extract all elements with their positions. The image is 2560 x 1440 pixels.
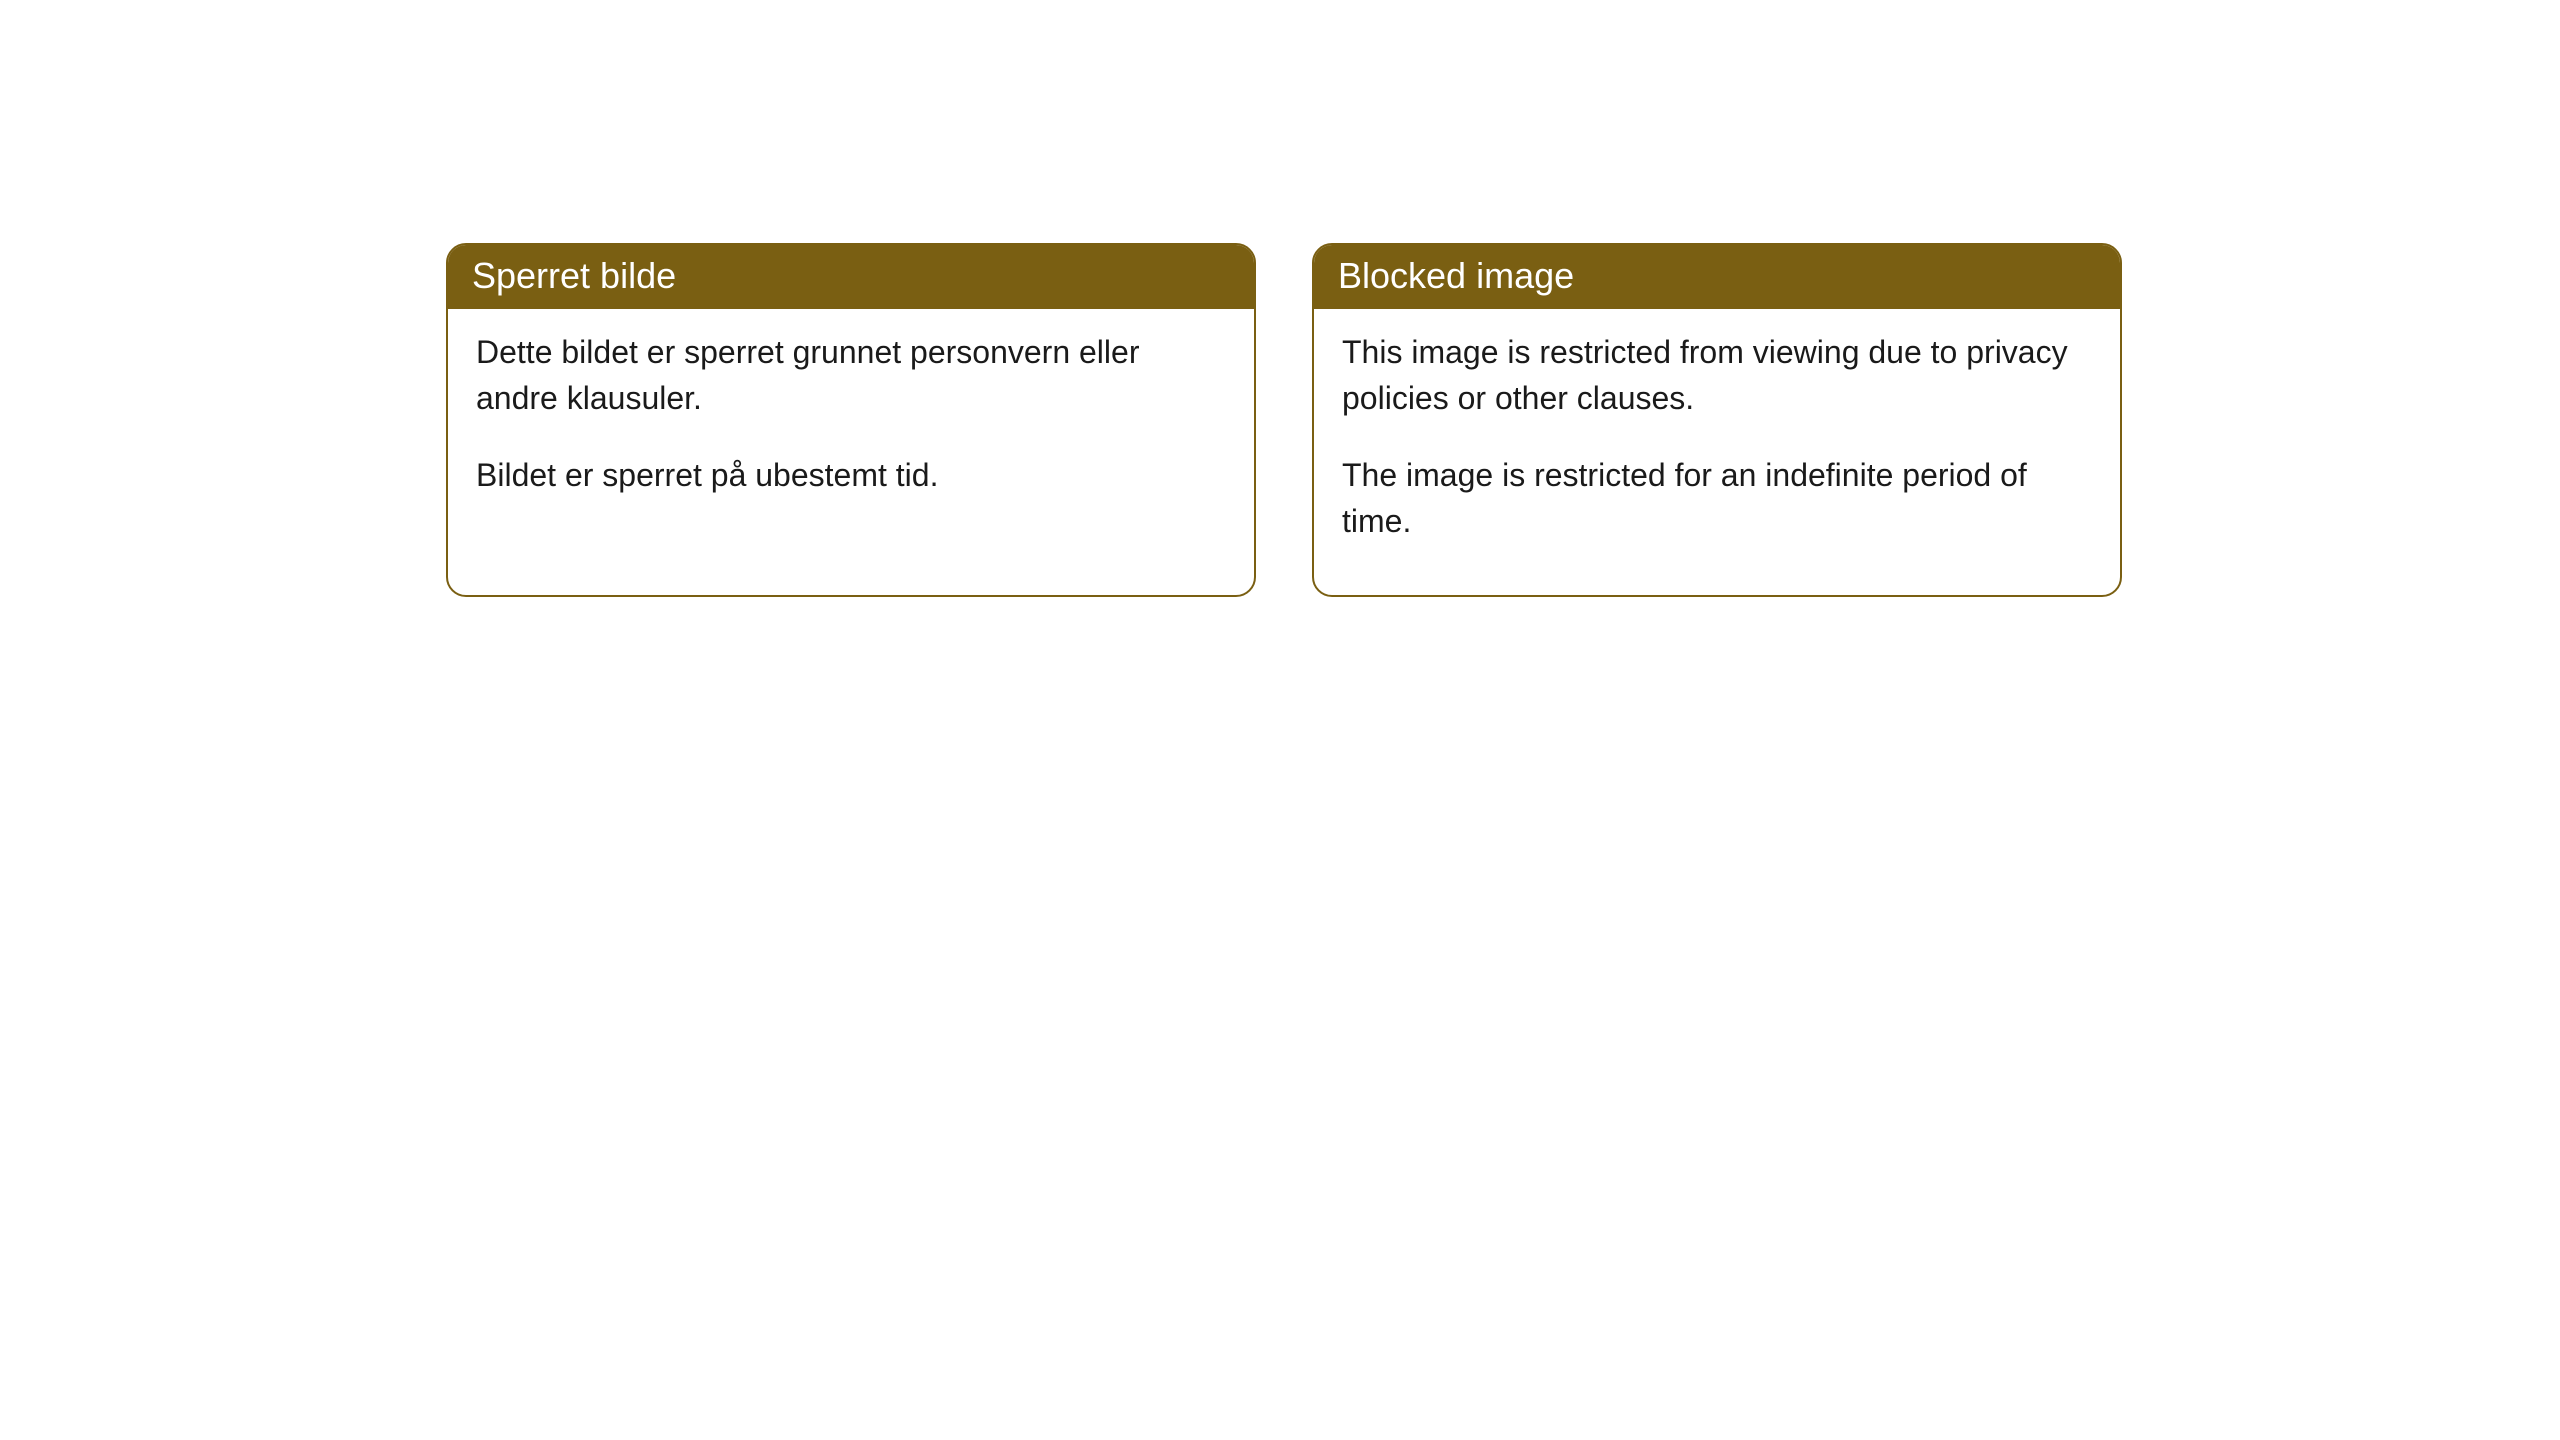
card-header: Sperret bilde (448, 245, 1254, 309)
card-paragraph: Dette bildet er sperret grunnet personve… (476, 329, 1226, 422)
card-paragraph: This image is restricted from viewing du… (1342, 329, 2092, 422)
card-body: This image is restricted from viewing du… (1314, 309, 2120, 595)
notice-cards-container: Sperret bilde Dette bildet er sperret gr… (446, 243, 2122, 597)
notice-card-norwegian: Sperret bilde Dette bildet er sperret gr… (446, 243, 1256, 597)
card-paragraph: Bildet er sperret på ubestemt tid. (476, 452, 1226, 498)
card-body: Dette bildet er sperret grunnet personve… (448, 309, 1254, 548)
notice-card-english: Blocked image This image is restricted f… (1312, 243, 2122, 597)
card-paragraph: The image is restricted for an indefinit… (1342, 452, 2092, 545)
card-title: Blocked image (1338, 255, 1574, 296)
card-header: Blocked image (1314, 245, 2120, 309)
card-title: Sperret bilde (472, 255, 676, 296)
